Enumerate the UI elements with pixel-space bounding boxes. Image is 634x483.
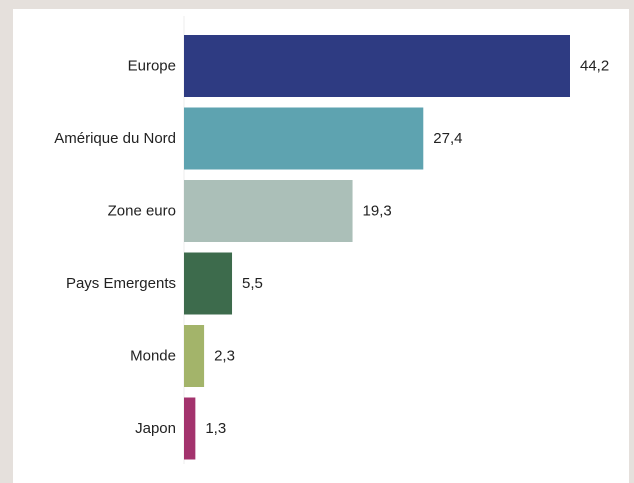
bar: [184, 252, 233, 315]
category-label: Monde: [130, 348, 176, 365]
chart-frame: Europe 44,2 Amérique du Nord 27,4 Zone euro 1…: [13, 9, 629, 483]
bar: [184, 35, 570, 97]
value-label: 1,3: [205, 420, 226, 437]
category-label: Zone euro: [108, 203, 176, 220]
bar: [184, 397, 196, 460]
value-label: 19,3: [363, 203, 392, 220]
value-label: 44,2: [580, 58, 609, 75]
value-label: 5,5: [242, 275, 263, 292]
value-label: 27,4: [433, 130, 462, 147]
value-label: 2,3: [214, 348, 235, 365]
bars-layer: Europe 44,2 Amérique du Nord 27,4 Zone euro 1…: [54, 35, 609, 460]
category-label: Europe: [128, 58, 176, 75]
category-label: Amérique du Nord: [54, 130, 176, 147]
bar: [184, 107, 424, 170]
category-label: Japon: [135, 420, 176, 437]
bar-chart: Europe 44,2 Amérique du Nord 27,4 Zone euro 1…: [54, 16, 609, 464]
category-label: Pays Emergents: [66, 275, 176, 292]
bar: [184, 325, 205, 387]
bar: [184, 180, 353, 242]
